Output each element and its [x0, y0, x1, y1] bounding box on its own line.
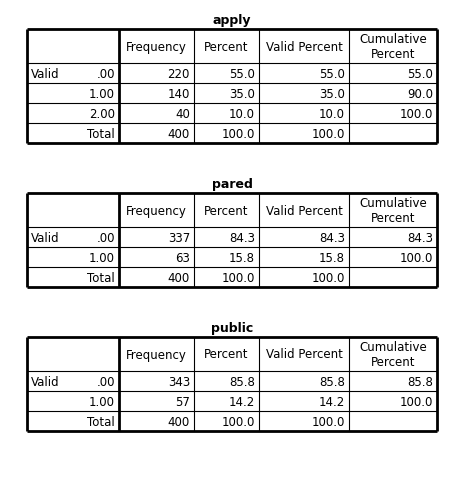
Text: 85.8: 85.8	[229, 375, 255, 388]
Text: 57: 57	[175, 394, 189, 408]
Text: 10.0: 10.0	[319, 107, 344, 120]
Text: 100.0: 100.0	[311, 271, 344, 284]
Text: Valid Percent: Valid Percent	[265, 204, 342, 217]
Text: 55.0: 55.0	[319, 67, 344, 80]
Text: 343: 343	[168, 375, 189, 388]
Text: 1.00: 1.00	[89, 251, 115, 264]
Text: 35.0: 35.0	[229, 87, 255, 100]
Text: Cumulative
Percent: Cumulative Percent	[358, 33, 426, 61]
Text: Percent: Percent	[204, 204, 248, 217]
Text: 90.0: 90.0	[406, 87, 432, 100]
Text: 100.0: 100.0	[311, 415, 344, 428]
Text: 337: 337	[168, 231, 189, 244]
Text: Frequency: Frequency	[126, 204, 187, 217]
Text: 100.0: 100.0	[221, 415, 255, 428]
Text: 40: 40	[175, 107, 189, 120]
Text: 1.00: 1.00	[89, 87, 115, 100]
Text: Total: Total	[87, 127, 115, 140]
Text: 100.0: 100.0	[399, 394, 432, 408]
Text: 15.8: 15.8	[319, 251, 344, 264]
Text: 400: 400	[168, 415, 189, 428]
Text: 35.0: 35.0	[319, 87, 344, 100]
Text: Percent: Percent	[204, 41, 248, 53]
Text: public: public	[210, 321, 253, 334]
Text: 84.3: 84.3	[406, 231, 432, 244]
Text: Frequency: Frequency	[126, 348, 187, 361]
Text: 55.0: 55.0	[229, 67, 255, 80]
Text: Frequency: Frequency	[126, 41, 187, 53]
Text: 55.0: 55.0	[406, 67, 432, 80]
Text: .00: .00	[96, 231, 115, 244]
Text: 85.8: 85.8	[319, 375, 344, 388]
Text: .00: .00	[96, 67, 115, 80]
Text: Cumulative
Percent: Cumulative Percent	[358, 340, 426, 368]
Text: 400: 400	[168, 271, 189, 284]
Text: Valid: Valid	[31, 375, 60, 388]
Text: Total: Total	[87, 271, 115, 284]
Text: Valid: Valid	[31, 67, 60, 80]
Text: 1.00: 1.00	[89, 394, 115, 408]
Text: 14.2: 14.2	[318, 394, 344, 408]
Text: 63: 63	[175, 251, 189, 264]
Text: 100.0: 100.0	[399, 251, 432, 264]
Text: 84.3: 84.3	[229, 231, 255, 244]
Text: Valid: Valid	[31, 231, 60, 244]
Text: Percent: Percent	[204, 348, 248, 361]
Text: Valid Percent: Valid Percent	[265, 348, 342, 361]
Text: 100.0: 100.0	[221, 127, 255, 140]
Text: 15.8: 15.8	[229, 251, 255, 264]
Text: 2.00: 2.00	[89, 107, 115, 120]
Text: 100.0: 100.0	[399, 107, 432, 120]
Text: 100.0: 100.0	[221, 271, 255, 284]
Text: Valid Percent: Valid Percent	[265, 41, 342, 53]
Text: 220: 220	[167, 67, 189, 80]
Text: 10.0: 10.0	[229, 107, 255, 120]
Text: .00: .00	[96, 375, 115, 388]
Text: Cumulative
Percent: Cumulative Percent	[358, 197, 426, 225]
Text: pared: pared	[211, 177, 252, 190]
Text: 14.2: 14.2	[228, 394, 255, 408]
Text: 140: 140	[167, 87, 189, 100]
Text: 100.0: 100.0	[311, 127, 344, 140]
Text: Total: Total	[87, 415, 115, 428]
Text: 84.3: 84.3	[319, 231, 344, 244]
Text: 400: 400	[168, 127, 189, 140]
Text: apply: apply	[213, 14, 250, 27]
Text: 85.8: 85.8	[406, 375, 432, 388]
